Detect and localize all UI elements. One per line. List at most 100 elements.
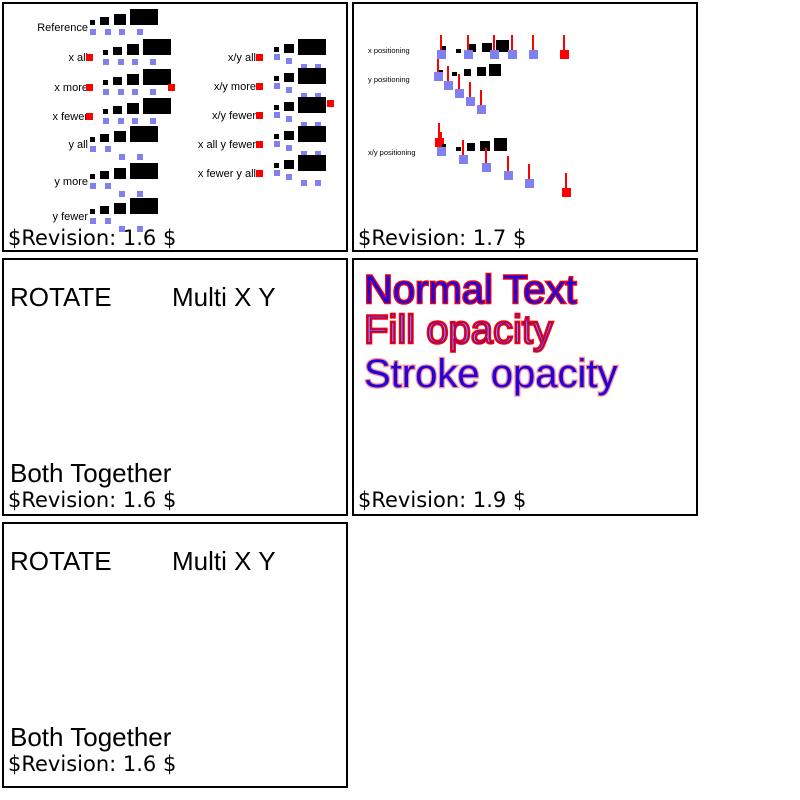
glyph-block (496, 40, 509, 52)
row-label-xy-positioning: x/y positioning (368, 148, 416, 157)
glyph-block (284, 73, 294, 82)
revision-label-text-position: $Revision: 1.7 $ (358, 226, 527, 250)
glyph-block (456, 147, 461, 151)
row-label-x-all: x all (68, 52, 88, 64)
position-marker-blue (274, 170, 280, 176)
rotate-title-right-a: Multi X Y (172, 282, 276, 312)
glyph-block (127, 74, 139, 85)
position-marker-red (560, 50, 569, 59)
glyph-block (480, 141, 490, 151)
position-marker-blue (90, 146, 96, 152)
glyph-block (127, 44, 139, 55)
position-marker-blue (286, 174, 292, 180)
glyph-block (298, 97, 326, 113)
glyph-block (90, 209, 95, 214)
position-marker-red (256, 141, 263, 148)
position-marker-blue (437, 147, 446, 156)
rotate-title-right-b: Multi X Y (172, 546, 276, 576)
glyph-block (440, 46, 446, 52)
position-marker-blue (286, 58, 292, 64)
position-marker-blue (301, 93, 307, 99)
glyph-block (103, 50, 108, 55)
glyph-block (477, 67, 486, 76)
position-tick (469, 82, 471, 97)
position-marker-blue (150, 118, 156, 124)
position-marker-blue (137, 154, 143, 160)
row-label-y-more: y more (54, 176, 88, 188)
row-label-x-all-y-fewer: x all y fewer (197, 139, 256, 151)
glyph-block (143, 39, 171, 55)
glyph-block (284, 102, 294, 111)
glyph-block (452, 72, 457, 76)
position-tick (438, 123, 440, 138)
glyph-block (90, 174, 95, 179)
glyph-block (284, 44, 294, 53)
rotate-title-left-a: ROTATE (10, 282, 112, 312)
position-tick (563, 35, 565, 50)
glyph-block (100, 206, 109, 214)
position-tick (480, 90, 482, 105)
position-tick (440, 35, 442, 50)
position-marker-blue (105, 29, 111, 35)
row-label-x-positioning: x positioning (368, 46, 410, 55)
position-tick (458, 74, 460, 89)
position-marker-blue (119, 29, 125, 35)
rotate-title-left-b: ROTATE (10, 546, 112, 576)
position-marker-blue (119, 191, 125, 197)
position-tick (485, 148, 487, 163)
row-label-y-positioning: y positioning (368, 75, 410, 84)
opacity-line-normal: Normal Text (363, 267, 578, 314)
glyph-block (114, 131, 126, 142)
glyph-block (100, 17, 109, 25)
position-tick (437, 59, 439, 72)
glyph-block (274, 76, 279, 81)
position-tick (493, 35, 495, 50)
position-tick (462, 140, 464, 155)
glyph-block (114, 168, 126, 179)
row-label-y-fewer: y fewer (52, 211, 88, 223)
glyph-block (298, 155, 326, 171)
position-marker-blue (132, 118, 138, 124)
glyph-block (494, 138, 507, 151)
position-marker-blue (137, 191, 143, 197)
position-marker-blue (315, 122, 321, 128)
position-marker-blue (286, 145, 292, 151)
position-marker-blue (286, 87, 292, 93)
glyph-block (114, 203, 126, 214)
position-tick (511, 35, 513, 50)
position-marker-blue (105, 218, 111, 224)
row-label-x-fewer-y-all: x fewer y all (197, 168, 256, 180)
glyph-block (113, 47, 122, 55)
position-marker-blue (315, 64, 321, 70)
panel-opacity: Normal Text Fill opacity Stroke opacity … (352, 258, 698, 516)
revision-label-text-align: $Revision: 1.6 $ (8, 226, 177, 250)
position-marker-blue (444, 81, 453, 90)
position-marker-blue (508, 50, 517, 59)
row-label-xy-all: x/y all (227, 52, 256, 64)
glyph-block (100, 171, 109, 179)
glyph-block (464, 69, 471, 76)
position-marker-blue (105, 183, 111, 189)
position-marker-blue (103, 118, 109, 124)
panel-text-align: Reference x all x more x fewer y all y m… (2, 2, 348, 252)
glyph-block (298, 68, 326, 84)
position-marker-blue (504, 171, 513, 180)
position-marker-blue (301, 122, 307, 128)
glyph-block (298, 126, 326, 142)
position-tick (532, 35, 534, 50)
position-marker-blue (150, 59, 156, 65)
position-marker-blue (274, 112, 280, 118)
position-marker-red (256, 112, 263, 119)
glyph-block (274, 47, 279, 52)
position-marker-blue (455, 89, 464, 98)
glyph-block (130, 198, 158, 214)
position-marker-blue (437, 50, 446, 59)
glyph-block (103, 109, 108, 114)
position-marker-red (562, 188, 571, 197)
position-marker-blue (490, 50, 499, 59)
panel-rotate-a: ROTATE Multi X Y Both Together $Revision… (2, 258, 348, 516)
position-marker-blue (90, 218, 96, 224)
revision-label-rotate-b: $Revision: 1.6 $ (8, 752, 177, 776)
position-marker-blue (118, 59, 124, 65)
position-marker-blue (119, 154, 125, 160)
